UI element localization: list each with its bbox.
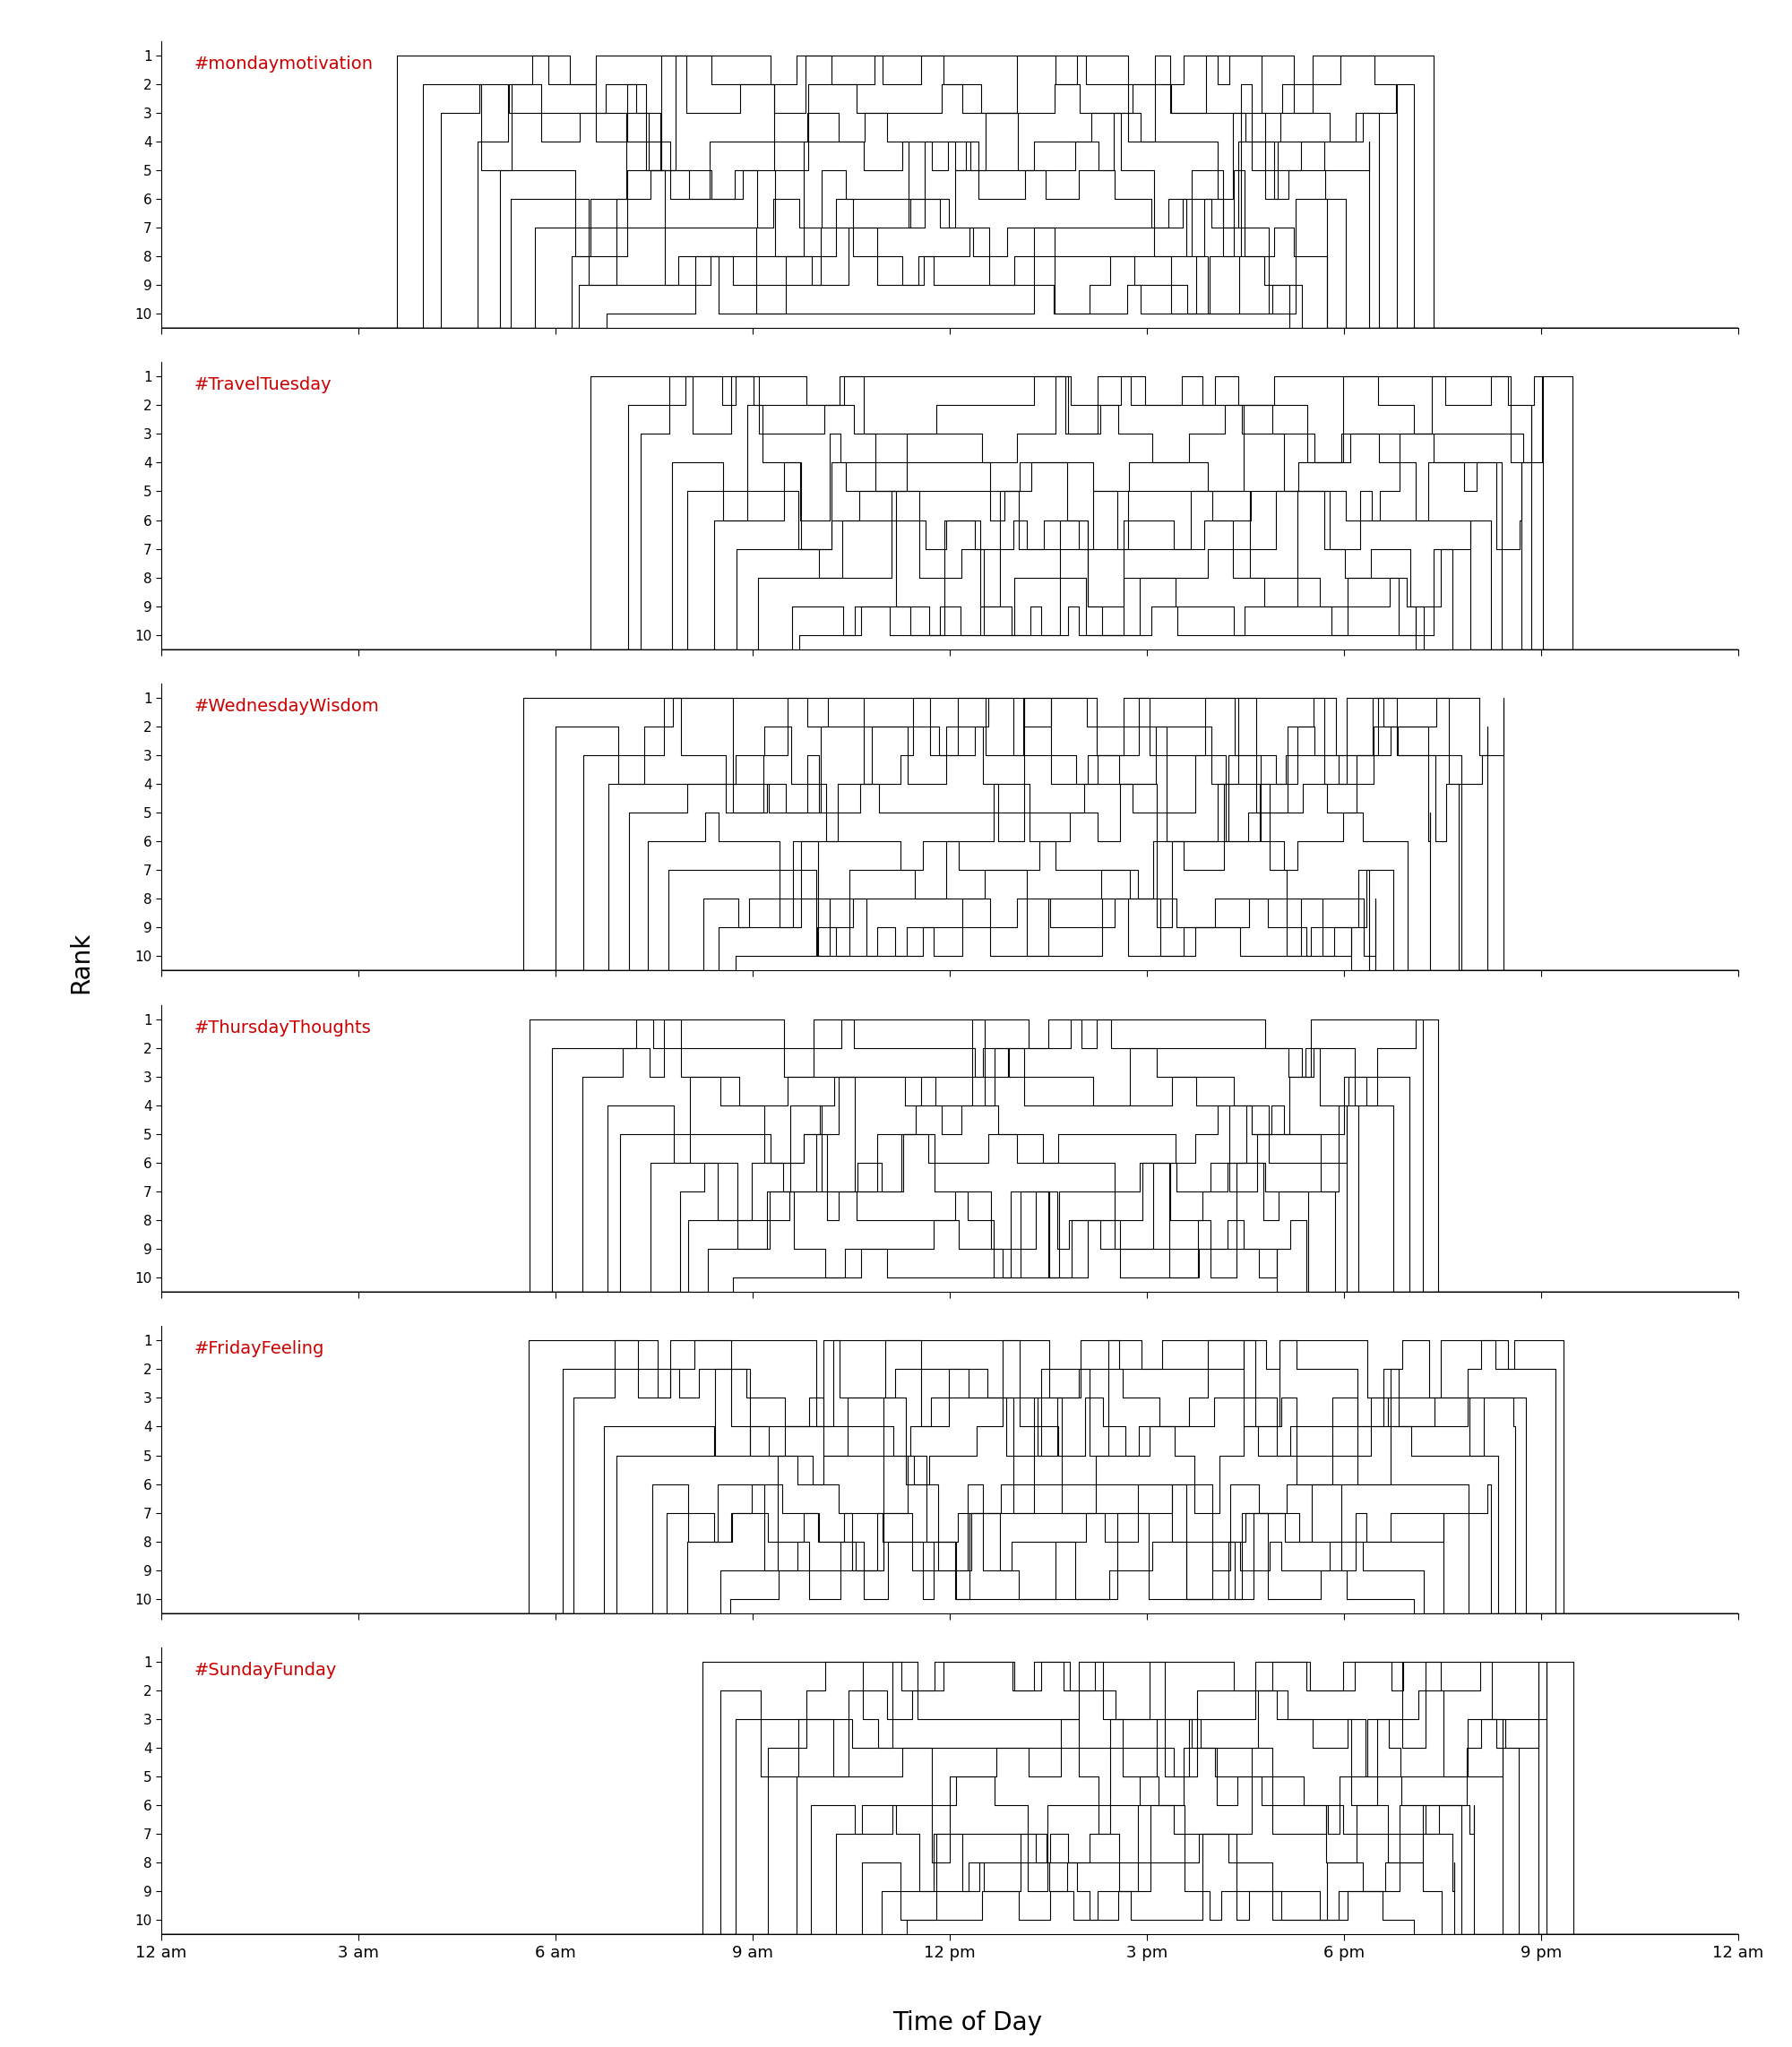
- Text: #mondaymotivation: #mondaymotivation: [194, 55, 373, 72]
- Text: Time of Day: Time of Day: [892, 2010, 1043, 2035]
- Text: #SundayFunday: #SundayFunday: [194, 1662, 337, 1679]
- Text: #FridayFeeling: #FridayFeeling: [194, 1341, 324, 1357]
- Text: #ThursdayThoughts: #ThursdayThoughts: [194, 1019, 371, 1036]
- Text: #TravelTuesday: #TravelTuesday: [194, 377, 332, 393]
- Text: #WednesdayWisdom: #WednesdayWisdom: [194, 698, 380, 714]
- Text: Rank: Rank: [68, 931, 93, 993]
